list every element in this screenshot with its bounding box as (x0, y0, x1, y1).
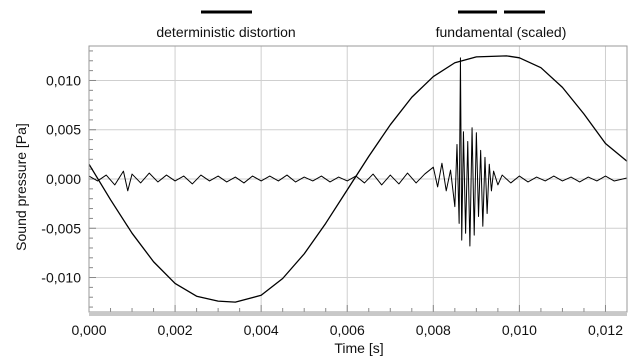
y-tick-label: 0,010 (46, 72, 81, 88)
x-tick-label: 0,006 (330, 322, 365, 338)
series-line-fundamental-scaled (88, 55, 628, 303)
x-tick-label: 0,010 (502, 322, 537, 338)
bottom-band (89, 312, 627, 316)
x-tick-label: 0,002 (158, 322, 193, 338)
x-tick-label: 0,004 (244, 322, 279, 338)
x-axis-title: Time [s] (334, 340, 383, 356)
x-tick-label: 0,012 (588, 322, 623, 338)
series-group (88, 55, 628, 303)
y-tick-label: 0,000 (46, 171, 81, 187)
x-tick-label: 0,000 (71, 322, 106, 338)
x-tick-labels: 0,000 0,002 0,004 0,006 0,008 0,010 0,012 (71, 322, 623, 338)
y-tick-label: -0,005 (41, 220, 81, 236)
legend: deterministic distortion fundamental (sc… (156, 10, 567, 40)
x-tick-label: 0,008 (416, 322, 451, 338)
legend-label-fundamental: fundamental (scaled) (436, 24, 567, 40)
grid (88, 46, 627, 312)
y-axis-title: Sound pressure [Pa] (13, 123, 29, 251)
y-tick-label: 0,005 (46, 122, 81, 138)
tick-marks (88, 50, 628, 312)
legend-label-deterministic-distortion: deterministic distortion (156, 24, 295, 40)
y-tick-labels: 0,010 0,005 0,000 -0,005 -0,010 (41, 72, 81, 285)
y-tick-label: -0,010 (41, 270, 81, 286)
series-line-deterministic-distortion (88, 57, 628, 247)
